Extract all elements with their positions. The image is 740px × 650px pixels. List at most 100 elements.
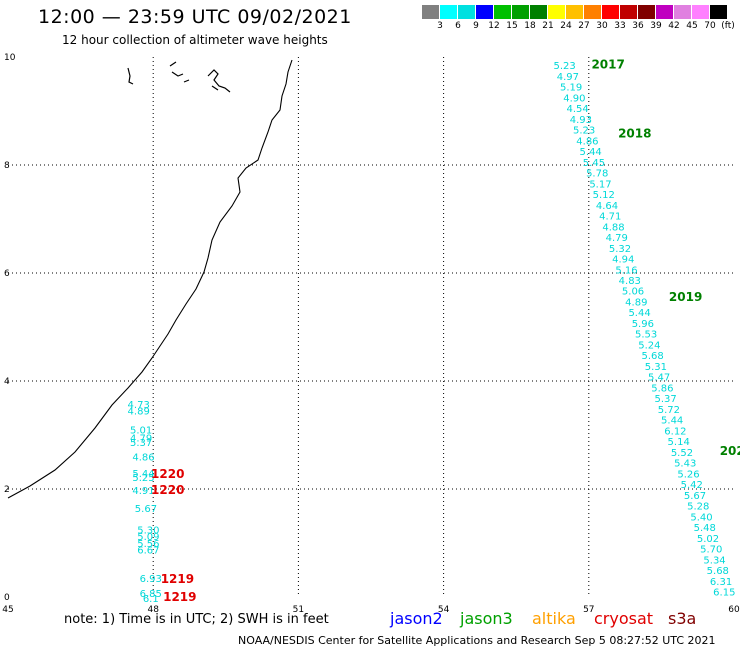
- pass-time-label: 2019: [669, 290, 702, 304]
- wave-height-label: 4.89: [128, 407, 150, 418]
- wave-height-label: 5.67: [684, 491, 706, 502]
- wave-height-label: 5.44: [132, 469, 154, 480]
- scale-swatch: [602, 5, 620, 19]
- map-subtitle: 12 hour collection of altimeter wave hei…: [62, 33, 328, 47]
- island-shape: [127, 67, 134, 85]
- wave-height-label: 5.44: [580, 147, 602, 158]
- wave-height-label: 5.30: [137, 526, 159, 537]
- wave-height-label: 5.48: [694, 523, 716, 534]
- scale-label: 70: [704, 21, 716, 31]
- wave-height-label: 5.06: [622, 287, 644, 298]
- island-shape: [169, 61, 190, 83]
- wave-height-label: 6.31: [710, 577, 732, 588]
- wave-height-label: 6.1: [143, 594, 159, 605]
- scale-label: 24: [560, 21, 572, 31]
- y-tick-label: 0: [4, 593, 10, 603]
- wave-height-label: 4.93: [570, 115, 592, 126]
- wave-height-label: 5.56: [137, 539, 159, 550]
- wave-height-label: 5.32: [609, 244, 631, 255]
- wave-height-label: 5.26: [677, 469, 699, 480]
- wave-height-label: 5.40: [690, 512, 712, 523]
- satellite-legend-item: jason2: [390, 609, 443, 628]
- wave-height-label: 4.73: [128, 400, 150, 411]
- map-title: 12:00 — 23:59 UTC 09/02/2021: [38, 6, 352, 28]
- x-tick-label: 60: [728, 605, 740, 615]
- wave-height-label: 5.44: [661, 416, 683, 427]
- pass-time-label: 1219: [163, 590, 196, 604]
- x-tick-label: 45: [2, 605, 13, 615]
- pass-time-label: 1220: [151, 467, 184, 481]
- wave-height-label: 5.43: [674, 459, 696, 470]
- wave-height-label: 5.70: [700, 545, 722, 556]
- scale-swatch: [512, 5, 530, 19]
- wave-height-label: 4.79: [606, 233, 628, 244]
- wave-height-label: 5.34: [703, 555, 725, 566]
- pass-time-label: 2018: [618, 127, 651, 141]
- pass-time-label: 2020: [720, 444, 740, 458]
- x-tick-label: 51: [293, 605, 304, 615]
- scale-label: 9: [473, 21, 479, 31]
- scale-swatch: [440, 5, 458, 19]
- wave-height-label: 5.52: [671, 448, 693, 459]
- wave-height-label: 5.68: [707, 566, 729, 577]
- scale-swatch: [692, 5, 710, 19]
- pass-time-label: 1219: [161, 572, 194, 586]
- y-tick-label: 10: [4, 53, 16, 63]
- wave-height-label: 4.83: [619, 276, 641, 287]
- scale-swatch: [566, 5, 584, 19]
- wave-height-label: 4.88: [602, 222, 624, 233]
- scale-label: 6: [455, 21, 461, 31]
- wave-height-label: 5.23: [553, 61, 575, 72]
- satellite-legend-item: cryosat: [594, 609, 654, 628]
- scale-label: 30: [596, 21, 608, 31]
- wave-height-label: 4.97: [557, 72, 579, 83]
- wave-height-label: 5.02: [697, 534, 719, 545]
- scale-label: 12: [488, 21, 500, 31]
- wave-height-label: 5.72: [658, 405, 680, 416]
- wave-height-label: 4.86: [576, 136, 598, 147]
- wave-height-label: 4.94: [612, 255, 634, 266]
- wave-height-label: 4.89: [625, 297, 647, 308]
- scale-swatch: [548, 5, 566, 19]
- wave-height-label: 5.31: [645, 362, 667, 373]
- wave-height-label: 5.28: [687, 502, 709, 513]
- scale-label: 15: [506, 21, 518, 31]
- scale-swatch: [674, 5, 692, 19]
- wave-height-label: 5.14: [668, 437, 690, 448]
- wave-height-label: 5.09: [137, 532, 159, 543]
- wave-height-label: 5.47: [648, 373, 670, 384]
- satellite-legend-item: jason3: [460, 609, 513, 628]
- scale-swatch: [530, 5, 548, 19]
- scale-swatch: [476, 5, 494, 19]
- wave-height-label: 5.12: [593, 190, 615, 201]
- wave-height-label: 4.71: [599, 212, 621, 223]
- wave-height-label: 4.91: [132, 486, 154, 497]
- y-tick-label: 4: [4, 377, 10, 387]
- scale-label: 36: [632, 21, 644, 31]
- y-tick-label: 8: [4, 161, 10, 171]
- wave-height-label: 4.86: [132, 453, 154, 464]
- wave-height-label: 6.85: [140, 589, 162, 600]
- scale-label: 42: [668, 21, 680, 31]
- wave-height-label: 5.86: [651, 383, 673, 394]
- wave-height-label: 5.16: [615, 265, 637, 276]
- wave-height-label: 5.23: [573, 126, 595, 137]
- scale-swatch: [656, 5, 674, 19]
- coastline: [7, 59, 293, 499]
- island-shape: [207, 69, 231, 93]
- scale-label: 18: [524, 21, 536, 31]
- scale-swatch: [494, 5, 512, 19]
- pass-time-label: 1220: [151, 483, 184, 497]
- wave-height-label: 6.93: [140, 574, 162, 585]
- wave-height-label: 5.37: [130, 438, 152, 449]
- footnote: note: 1) Time is in UTC; 2) SWH is in fe…: [64, 612, 329, 627]
- wave-height-label: 5.53: [635, 330, 657, 341]
- scale-label: (ft): [721, 21, 735, 31]
- wave-height-label: 5.96: [632, 319, 654, 330]
- scale-swatch: [638, 5, 656, 19]
- scale-swatch: [584, 5, 602, 19]
- wave-height-label: 4.79: [130, 434, 152, 445]
- satellite-legend-item: s3a: [668, 609, 697, 628]
- wave-height-label: 5.44: [628, 308, 650, 319]
